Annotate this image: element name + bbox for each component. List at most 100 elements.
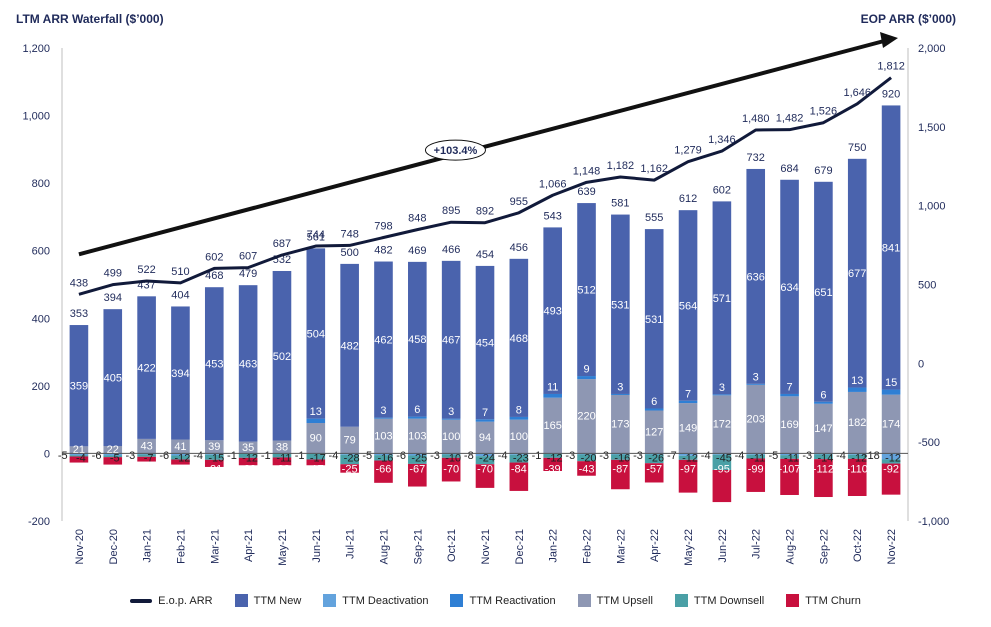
label-deactivation: -5 bbox=[362, 450, 372, 462]
bar-reactivation bbox=[475, 419, 495, 422]
label-new: 531 bbox=[611, 299, 629, 311]
legend-item: TTM Upsell bbox=[577, 594, 653, 607]
left-axis-title: LTM ARR Waterfall ($’000) bbox=[16, 12, 164, 26]
bar-downsell bbox=[611, 454, 630, 460]
x-tick-label: Aug-21 bbox=[378, 529, 390, 564]
bar-downsell bbox=[103, 455, 123, 458]
eop-arr-label: 510 bbox=[171, 266, 189, 278]
legend-label: TTM Deactivation bbox=[342, 594, 429, 607]
bar-upsell bbox=[137, 438, 156, 454]
label-upsell: 174 bbox=[882, 418, 900, 430]
label-churn: -18 bbox=[71, 464, 87, 476]
legend-label: TTM Churn bbox=[805, 594, 861, 607]
bar-total-label: 684 bbox=[780, 163, 798, 175]
bar-downsell bbox=[678, 455, 698, 460]
bar-upsell bbox=[171, 439, 190, 454]
eop-arr-label: 895 bbox=[442, 205, 460, 217]
bar-new bbox=[847, 158, 867, 388]
label-upsell: 165 bbox=[544, 420, 562, 432]
x-tick-label: Jan-22 bbox=[548, 529, 560, 563]
label-deactivation: -8 bbox=[464, 450, 474, 462]
label-upsell: 203 bbox=[747, 413, 765, 425]
bar-deactivation bbox=[69, 453, 89, 456]
label-churn: -70 bbox=[477, 464, 493, 476]
bar-reactivation bbox=[780, 393, 799, 397]
label-deactivation: -3 bbox=[633, 450, 643, 462]
left-tick-label: 800 bbox=[32, 178, 50, 190]
label-new: 463 bbox=[239, 358, 257, 370]
bar-deactivation bbox=[712, 453, 732, 455]
bar-deactivation bbox=[881, 453, 901, 460]
legend-swatch-icon bbox=[786, 594, 800, 607]
label-new: 405 bbox=[104, 373, 122, 385]
label-deactivation: -6 bbox=[159, 450, 169, 462]
bar-downsell bbox=[746, 454, 766, 459]
label-new: 359 bbox=[70, 381, 88, 393]
label-churn: -21 bbox=[206, 464, 222, 476]
eop-arr-label: 748 bbox=[340, 228, 358, 240]
bar-churn bbox=[238, 457, 258, 466]
label-churn: -99 bbox=[748, 464, 764, 476]
x-tick-label: May-22 bbox=[683, 529, 695, 566]
bar-churn bbox=[340, 464, 359, 473]
label-upsell: 182 bbox=[848, 417, 866, 429]
bar-deactivation bbox=[204, 453, 224, 455]
bar-upsell bbox=[306, 423, 326, 454]
bar-deactivation bbox=[847, 453, 867, 455]
bar-total-label: 500 bbox=[340, 247, 358, 259]
label-deactivation: -1 bbox=[227, 450, 237, 462]
label-new: 482 bbox=[340, 340, 358, 352]
eop-arr-label: 602 bbox=[205, 251, 223, 263]
bar-upsell bbox=[340, 426, 359, 454]
bar-reactivation bbox=[847, 387, 867, 392]
x-tick-label: Jan-21 bbox=[142, 529, 154, 563]
label-reactivation: 13 bbox=[851, 375, 863, 387]
label-downsell: -12 bbox=[851, 452, 867, 464]
bar-downsell bbox=[69, 455, 89, 457]
label-churn: -15 bbox=[172, 464, 188, 476]
label-reactivation: 15 bbox=[885, 377, 897, 389]
bar-deactivation bbox=[780, 453, 799, 456]
x-tick-label: Oct-21 bbox=[446, 529, 458, 562]
bar-churn bbox=[644, 463, 664, 483]
bar-deactivation bbox=[408, 453, 427, 456]
bar-new bbox=[543, 227, 562, 394]
bar-total-label: 468 bbox=[205, 270, 223, 282]
label-deactivation: -7 bbox=[667, 450, 677, 462]
label-upsell: 38 bbox=[276, 441, 288, 453]
right-tick-label: 2,000 bbox=[918, 43, 946, 55]
x-tick-label: Aug-22 bbox=[785, 529, 797, 564]
bar-churn bbox=[69, 456, 89, 463]
label-deactivation: -6 bbox=[92, 450, 102, 462]
bar-downsell bbox=[509, 454, 529, 463]
label-downsell: -12 bbox=[242, 452, 258, 464]
legend-swatch-icon bbox=[674, 594, 688, 607]
label-reactivation: 3 bbox=[719, 382, 725, 394]
bar-total-label: 469 bbox=[408, 245, 426, 257]
bar-total-label: 679 bbox=[814, 165, 832, 177]
x-tick-label: Nov-20 bbox=[74, 529, 86, 564]
bar-churn bbox=[746, 458, 766, 492]
label-new: 467 bbox=[442, 335, 460, 347]
bar-deactivation bbox=[814, 453, 833, 455]
label-new: 462 bbox=[374, 335, 392, 347]
label-deactivation: -18 bbox=[864, 450, 880, 462]
bar-deactivation bbox=[577, 453, 596, 455]
bar-new bbox=[204, 287, 224, 441]
label-reactivation: 3 bbox=[448, 406, 454, 418]
left-tick-label: 600 bbox=[32, 246, 50, 258]
label-deactivation: -5 bbox=[768, 450, 778, 462]
bar-reactivation bbox=[814, 401, 833, 404]
bar-churn bbox=[611, 459, 630, 490]
label-deactivation: -1 bbox=[295, 450, 305, 462]
x-tick-label: Jul-22 bbox=[751, 529, 763, 559]
bar-upsell bbox=[204, 440, 224, 454]
bar-reactivation bbox=[543, 393, 562, 398]
legend-item: E.o.p. ARR bbox=[130, 594, 213, 607]
bar-deactivation bbox=[475, 453, 495, 457]
label-reactivation: 3 bbox=[617, 382, 623, 394]
bar-total-label: 920 bbox=[882, 88, 900, 100]
label-reactivation: 11 bbox=[547, 382, 558, 394]
label-deactivation: -1 bbox=[532, 450, 542, 462]
label-upsell: 100 bbox=[510, 431, 528, 443]
